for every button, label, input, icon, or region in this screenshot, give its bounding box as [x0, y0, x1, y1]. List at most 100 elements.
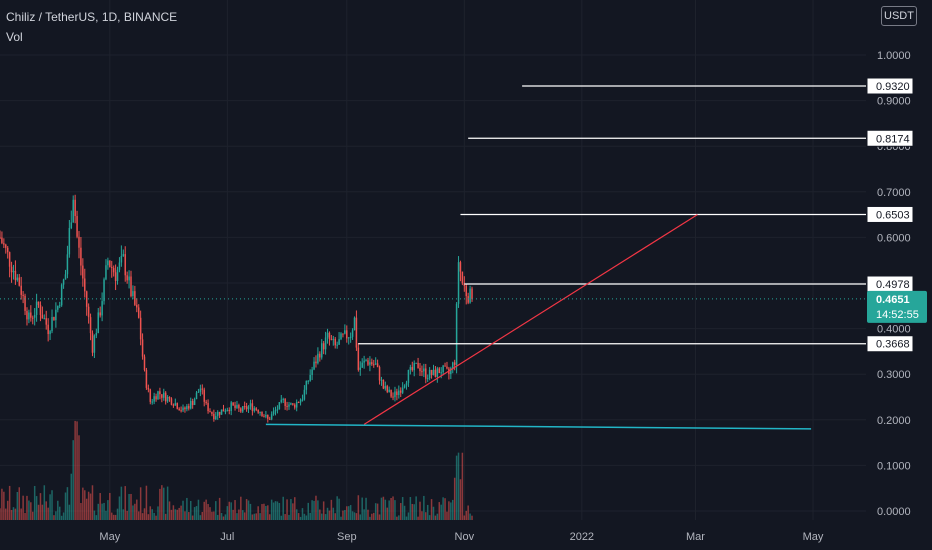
candle-body: [253, 408, 256, 411]
candle-body: [35, 301, 38, 315]
volume-bar: [70, 473, 73, 520]
candle-body: [26, 310, 28, 320]
candle-body: [41, 314, 44, 319]
volume-bar: [238, 509, 240, 520]
volume-bar: [399, 503, 402, 520]
volume-bar: [265, 505, 267, 520]
candle-body: [32, 317, 34, 319]
candle-body: [249, 403, 252, 407]
candle-body: [53, 317, 55, 321]
volume-bar: [109, 492, 111, 520]
candle-body: [421, 371, 423, 373]
candle-body: [62, 279, 65, 285]
price-tick-label: 0.4000: [877, 324, 911, 336]
candle-body: [3, 243, 5, 245]
candle-body: [64, 274, 67, 280]
candle-body: [218, 411, 221, 415]
candle-body: [128, 276, 130, 281]
candle-body: [33, 314, 36, 318]
candle-body: [365, 360, 367, 362]
candle-body: [394, 391, 396, 398]
price-tick-label: 0.9000: [877, 96, 911, 108]
volume-bar: [317, 500, 319, 520]
volume-bar: [189, 500, 192, 520]
volume-bar: [128, 494, 130, 520]
volume-bar: [382, 496, 385, 520]
drawing-overlays: [0, 85, 866, 430]
candle-body: [243, 406, 246, 408]
volume-bar: [294, 497, 296, 520]
candle-body: [139, 317, 142, 340]
volume-bar: [66, 487, 69, 520]
candle-body: [216, 411, 219, 417]
volume-bar: [116, 508, 119, 520]
volume-bar: [438, 502, 441, 520]
candle-body: [155, 396, 157, 400]
level-label: 0.8174: [876, 133, 910, 145]
volume-bar: [209, 507, 211, 520]
volume-bar: [64, 492, 67, 520]
volume-bar: [137, 511, 140, 520]
candle-body: [170, 398, 173, 405]
level-label: 0.4978: [876, 279, 910, 291]
candle-body: [263, 416, 265, 418]
volume-bar: [295, 509, 298, 520]
volume-bar: [101, 503, 103, 520]
candle-body: [374, 363, 377, 365]
volume-bar: [411, 503, 414, 520]
candle-body: [261, 411, 263, 417]
candle-body: [405, 382, 408, 386]
volume-bar: [440, 504, 442, 520]
candle-body: [188, 406, 190, 409]
candle-body: [311, 369, 313, 375]
candle-body: [330, 339, 333, 341]
volume-bar: [268, 514, 271, 520]
volume-bar: [322, 501, 325, 520]
candle-body: [205, 401, 207, 404]
candle-body: [344, 330, 346, 334]
candle-body: [247, 406, 250, 410]
volume-bar: [276, 501, 279, 520]
volume-bar: [232, 509, 234, 520]
volume-bar: [226, 506, 229, 520]
volume-bar: [243, 512, 246, 520]
candle-body: [438, 368, 441, 374]
candle-body: [297, 402, 300, 404]
volume-bar: [220, 512, 223, 520]
price-tick-label: 0.2000: [877, 415, 911, 427]
volume-bar: [201, 511, 204, 520]
candle-body: [10, 266, 13, 273]
candle-body: [55, 309, 57, 321]
volume-bar: [180, 505, 182, 520]
currency-badge[interactable]: USDT: [881, 6, 917, 26]
volume-bar: [207, 504, 209, 520]
volume-bar: [280, 515, 283, 520]
candle-body: [57, 305, 59, 310]
candle-body: [471, 288, 473, 299]
volume-indicator-label[interactable]: Vol: [6, 30, 23, 44]
candle-body: [457, 262, 460, 304]
volume-bar: [390, 497, 392, 520]
candle-body: [43, 318, 46, 320]
volume-bar: [213, 511, 215, 520]
volume-bar: [45, 501, 47, 520]
candle-body: [193, 399, 196, 406]
candle-body: [453, 362, 456, 365]
volume-bar: [35, 496, 38, 520]
candle-body: [180, 410, 182, 412]
volume-bar: [326, 507, 329, 520]
price-tick-label: 0.3000: [877, 369, 911, 381]
candle-body: [12, 270, 15, 273]
volume-bar: [95, 515, 98, 520]
candle-body: [39, 304, 42, 315]
candle-body: [434, 369, 437, 377]
volume-bar: [10, 509, 13, 520]
candle-body: [197, 391, 200, 393]
candle-body: [361, 362, 363, 368]
volume-bar: [215, 501, 217, 520]
volume-bar: [32, 511, 34, 520]
candle-body: [145, 369, 148, 388]
candle-body: [398, 390, 400, 395]
